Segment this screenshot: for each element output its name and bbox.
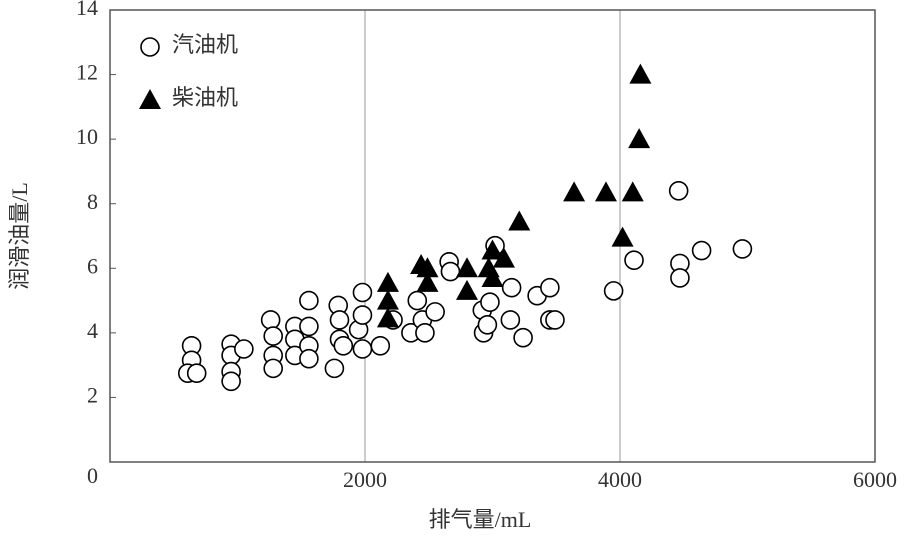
circle-marker	[333, 335, 354, 356]
circle-marker	[477, 314, 498, 335]
circle-marker	[352, 305, 373, 325]
y-tick-label: 2	[87, 382, 98, 407]
triangle-marker	[376, 307, 399, 328]
circle-marker	[263, 358, 284, 379]
triangle-marker	[629, 63, 652, 84]
x-axis-label: 排气量/mL	[429, 507, 532, 532]
y-tick-label: 0	[87, 463, 98, 488]
y-tick-label: 6	[87, 253, 98, 278]
circle-marker	[670, 268, 690, 288]
circle-marker	[624, 250, 644, 271]
circle-marker	[407, 290, 428, 311]
circle-marker	[545, 310, 565, 330]
triangle-marker	[481, 266, 504, 287]
triangle-marker	[456, 279, 478, 300]
triangle-marker	[563, 181, 586, 202]
circle-marker	[603, 281, 624, 301]
x-tick-label: 6000	[853, 467, 897, 492]
circle-marker	[263, 326, 284, 346]
triangle-marker	[594, 181, 617, 202]
circle-marker	[260, 310, 281, 330]
y-tick-label: 10	[76, 124, 98, 149]
x-tick-label: 4000	[598, 467, 642, 492]
circle-marker	[425, 302, 445, 322]
y-tick-label: 8	[87, 189, 98, 214]
legend-marker	[140, 37, 160, 57]
legend-label: 柴油机	[172, 85, 238, 110]
circle-marker	[299, 348, 319, 369]
y-axis-label: 润滑油量/L	[7, 182, 32, 290]
circle-marker	[480, 292, 500, 312]
triangle-marker	[376, 289, 399, 310]
triangle-marker	[416, 271, 439, 292]
x-tick-label: 2000	[343, 467, 387, 492]
circle-marker	[299, 316, 319, 337]
circle-marker	[501, 277, 522, 298]
legend-label: 汽油机	[172, 32, 238, 57]
circle-marker	[352, 282, 373, 303]
circle-marker	[329, 310, 350, 330]
y-tick-label: 12	[76, 60, 98, 85]
circle-marker	[352, 339, 373, 359]
circle-marker	[440, 261, 461, 282]
legend-marker	[139, 89, 161, 109]
circle-marker	[513, 327, 533, 348]
circle-marker	[540, 277, 560, 298]
circle-marker	[186, 363, 207, 384]
circle-marker	[500, 310, 521, 330]
circle-marker	[732, 239, 753, 259]
y-tick-label: 14	[76, 0, 98, 20]
circle-marker	[691, 240, 712, 261]
triangle-marker	[508, 210, 531, 231]
y-tick-label: 4	[87, 318, 98, 343]
plot-frame	[109, 9, 876, 463]
triangle-marker	[376, 271, 399, 292]
triangle-marker	[416, 257, 439, 278]
triangle-marker	[621, 181, 644, 202]
circle-marker	[324, 358, 345, 379]
circle-marker	[370, 335, 391, 356]
circle-marker	[221, 371, 241, 392]
triangle-marker	[492, 247, 515, 268]
triangle-marker	[481, 239, 504, 260]
circle-marker	[234, 339, 254, 359]
triangle-marker	[628, 128, 651, 149]
triangle-marker	[456, 257, 478, 278]
circle-marker	[668, 181, 689, 201]
circle-marker	[415, 323, 435, 343]
triangle-marker	[611, 226, 634, 247]
circle-marker	[299, 290, 319, 311]
